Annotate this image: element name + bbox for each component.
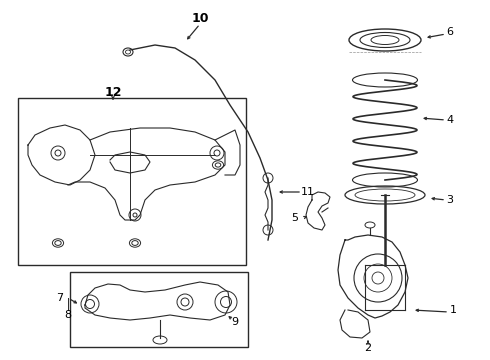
Text: 6: 6: [446, 27, 454, 37]
Text: 2: 2: [365, 343, 371, 353]
Text: 1: 1: [449, 305, 457, 315]
Text: 10: 10: [191, 12, 209, 24]
Text: 3: 3: [446, 195, 454, 205]
Text: 11: 11: [301, 187, 315, 197]
Text: 5: 5: [292, 213, 298, 223]
Text: 8: 8: [65, 310, 72, 320]
Bar: [70, 272, 248, 347]
Text: 9: 9: [231, 317, 239, 327]
Text: 7: 7: [56, 293, 64, 303]
Text: 4: 4: [446, 115, 454, 125]
Text: 12: 12: [104, 86, 122, 99]
Bar: [18, 98, 246, 265]
